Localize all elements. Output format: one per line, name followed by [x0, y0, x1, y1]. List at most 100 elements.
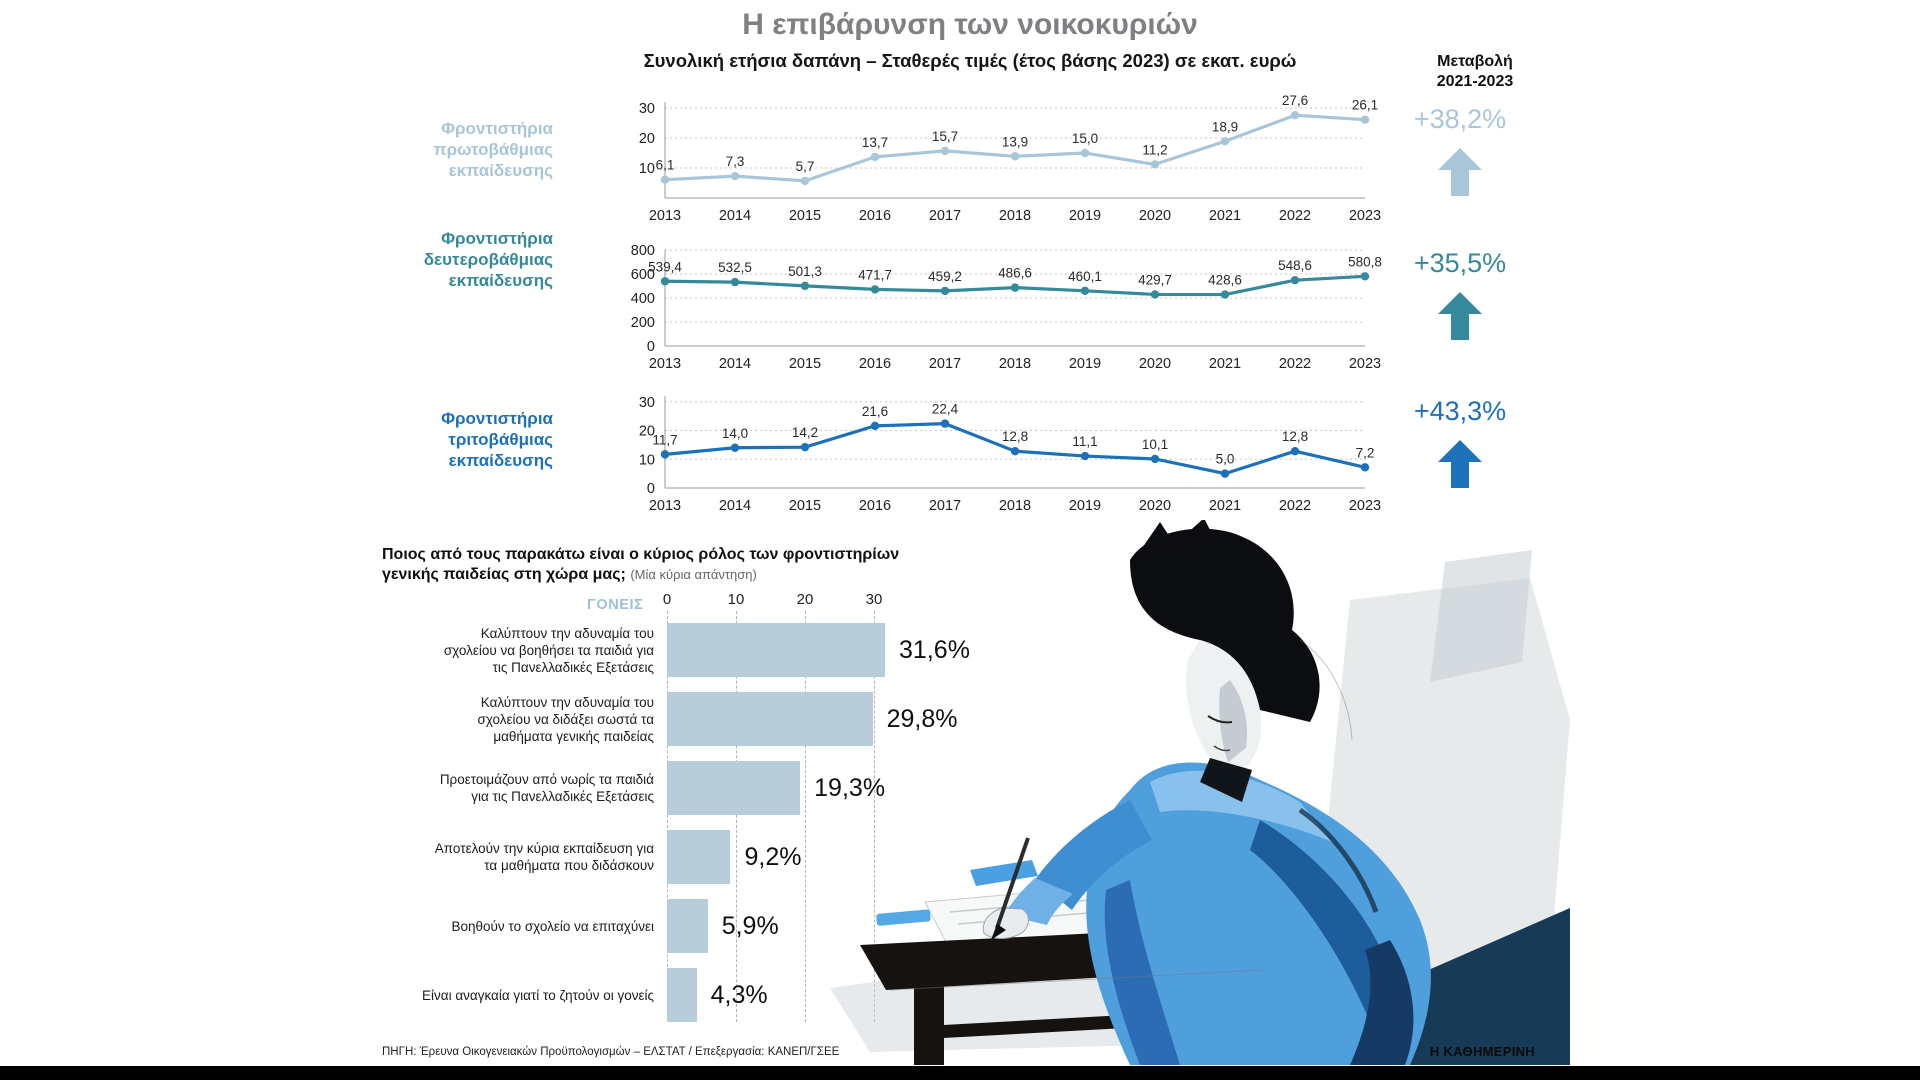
up-arrow-tertiary: [1438, 440, 1482, 488]
data-value-label: 429,7: [1138, 272, 1172, 287]
arm: [1035, 800, 1152, 910]
subtitle: Συνολική ετήσια δαπάνη – Σταθερές τιμές …: [643, 50, 1297, 71]
bar-category-text: Καλύπτουν την αδυναμία του σχολείου να β…: [443, 625, 654, 675]
y-axis-tick-label: 30: [639, 395, 655, 411]
survey-question-text: Ποιος από τους παρακάτω είναι ο κύριος ρ…: [382, 546, 900, 583]
up-arrow-secondary: [1438, 292, 1482, 340]
data-point: [1360, 463, 1370, 472]
data-point: [940, 146, 950, 156]
data-value-label: 486,6: [998, 266, 1032, 281]
data-point: [1150, 160, 1160, 169]
data-point: [940, 419, 950, 428]
survey-bar-chart: Ποιος από τους παρακάτω είναι ο κύριος ρ…: [382, 545, 1212, 1040]
sketch-lines: [889, 639, 1353, 991]
footer-bar: [0, 1066, 1920, 1080]
data-point: [1220, 469, 1230, 478]
x-axis-tick-label: 2020: [1139, 356, 1171, 372]
chart-label-secondary: Φροντιστήρια δευτεροβάθμιας εκπαίδευσης: [423, 229, 553, 290]
x-axis-tick-label: 2014: [719, 208, 751, 224]
bar-category-label: Βοηθούν το σχολείο να επιταχύνει: [382, 899, 654, 953]
data-value-label: 11,1: [1072, 434, 1097, 449]
x-axis-tick-label: 2020: [1139, 498, 1171, 514]
data-point: [1360, 272, 1370, 281]
x-axis-tick-label: 2016: [859, 498, 891, 514]
x-axis-tick-label: 2017: [929, 498, 961, 514]
line-chart-secondary: 0 200 400 600 800 2013 2014 2015 2016 2017 2018 201…: [631, 243, 1382, 372]
data-point: [800, 176, 810, 186]
y-axis-tick-label: 30: [639, 101, 655, 117]
x-axis-tick-label: 2023: [1349, 356, 1381, 372]
bar-category-label: Προετοιμάζουν από νωρίς τα παιδιά για τι…: [382, 761, 654, 815]
y-axis-tick-label: 20: [639, 131, 655, 147]
x-axis-tick-label: 2019: [1069, 356, 1101, 372]
data-point: [1080, 286, 1090, 295]
x-axis-tick-label: 2013: [649, 208, 681, 224]
y-axis-tick-label: 200: [631, 315, 655, 331]
data-point: [660, 175, 670, 184]
data-point: [1010, 152, 1020, 161]
data-value-label: 539,4: [648, 259, 682, 274]
y-axis-tick-label: 800: [631, 243, 655, 259]
change-value-primary: +38,2%: [1413, 104, 1507, 134]
data-point: [870, 421, 880, 431]
bar-x-tick-label: 10: [727, 591, 745, 608]
bar-value-label: 5,9%: [721, 911, 779, 940]
y-axis-tick-label: 0: [647, 481, 655, 497]
data-value-label: 6,1: [656, 158, 675, 173]
bar-value-label: 9,2%: [744, 842, 802, 871]
bar-gridline: [736, 611, 737, 1022]
x-axis-tick-label: 2022: [1279, 208, 1311, 224]
data-point: [730, 443, 740, 452]
bar-category-label: Αποτελούν την κύρια εκπαίδευση για τα μα…: [382, 830, 654, 884]
up-arrow-primary: [1438, 148, 1482, 196]
face-shading: [1219, 680, 1248, 762]
data-value-label: 7,2: [1356, 445, 1375, 460]
change-value-secondary: +35,5%: [1413, 248, 1507, 278]
data-point: [1290, 275, 1300, 285]
x-axis-tick-label: 2014: [719, 498, 751, 514]
data-value-label: 27,6: [1282, 93, 1308, 108]
y-axis-tick-label: 0: [647, 339, 655, 355]
up-arrow-icon: [1438, 148, 1482, 196]
bar-gridline: [874, 611, 875, 1022]
x-axis-tick-label: 2022: [1279, 498, 1311, 514]
data-point: [800, 442, 810, 452]
data-point: [660, 450, 670, 459]
data-point: [1010, 447, 1020, 456]
bar-x-tick-label: 0: [662, 591, 672, 608]
data-value-label: 580,8: [1348, 254, 1382, 269]
x-axis-tick-label: 2021: [1209, 356, 1241, 372]
eraser: [876, 909, 931, 926]
change-period-header: Μεταβολή 2021-2023: [1436, 53, 1514, 90]
shirt-shadow: [1350, 940, 1414, 1065]
page-title: Η επιβάρυνση των νοικοκυριών: [742, 8, 1198, 41]
group-label-parents: ΓΟΝΕΙΣ: [587, 597, 644, 613]
bar-category-text: Αποτελούν την κύρια εκπαίδευση για τα μα…: [434, 841, 654, 873]
bar-gridline: [805, 611, 806, 1022]
data-value-label: 460,1: [1068, 269, 1102, 284]
x-axis-tick-label: 2016: [859, 356, 891, 372]
line-chart-tertiary: 0 10 20 30 2013 2014 2015 2016 2017 2018 2019 2020 2…: [639, 395, 1381, 514]
data-value-label: 471,7: [858, 267, 892, 282]
data-value-label: 11,2: [1142, 142, 1167, 157]
survey-question-note: (Μία κύρια απάντηση): [630, 567, 757, 582]
bar-category-label: Καλύπτουν την αδυναμία του σχολείου να δ…: [382, 692, 654, 746]
up-arrow-icon: [1438, 440, 1482, 488]
y-axis-tick-label: 400: [631, 291, 655, 307]
data-point: [1290, 111, 1300, 120]
data-value-label: 10,1: [1142, 437, 1168, 452]
data-point: [660, 277, 670, 286]
y-axis-tick-label: 20: [639, 424, 655, 440]
background-wash: [1430, 550, 1532, 682]
data-point: [1360, 115, 1370, 124]
data-point: [1150, 290, 1160, 299]
bar: [667, 623, 886, 677]
data-value-label: 26,1: [1352, 98, 1378, 113]
x-axis-tick-label: 2018: [999, 356, 1031, 372]
bar-value-label: 19,3%: [814, 773, 886, 802]
x-axis-tick-label: 2018: [999, 498, 1031, 514]
x-axis-tick-label: 2013: [649, 498, 681, 514]
x-axis-tick-label: 2021: [1209, 208, 1241, 224]
x-axis-tick-label: 2022: [1279, 356, 1311, 372]
data-value-label: 14,0: [722, 426, 748, 441]
